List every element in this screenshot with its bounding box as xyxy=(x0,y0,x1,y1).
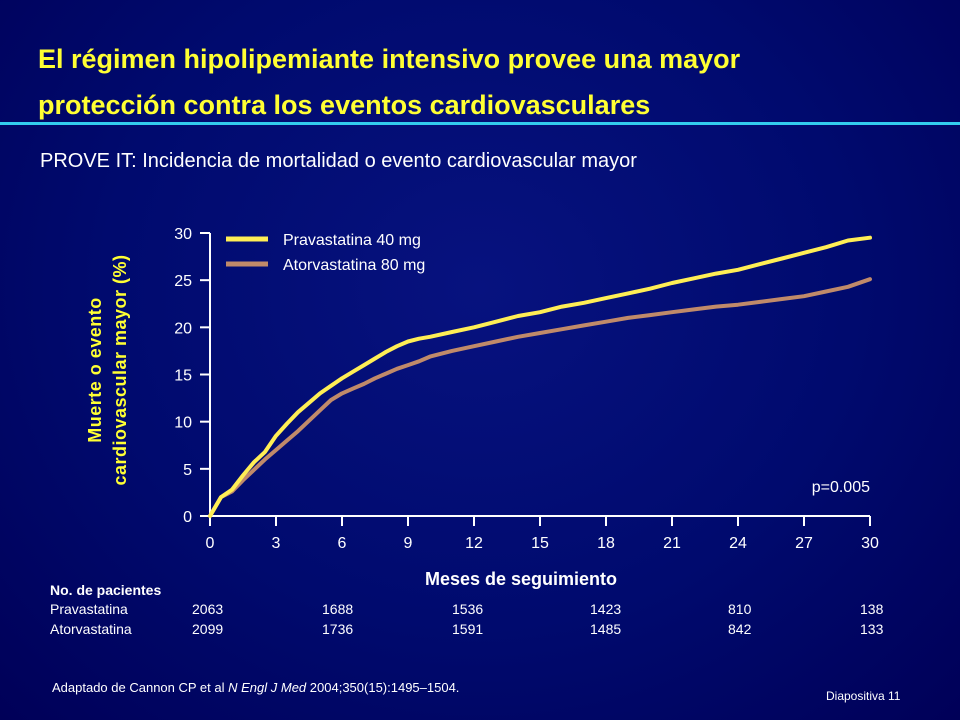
x-tick-label: 6 xyxy=(338,535,347,552)
patients-row-label: Pravastatina xyxy=(50,601,128,617)
x-tick-label: 24 xyxy=(729,535,747,552)
legend-label: Pravastatina 40 mg xyxy=(283,232,421,249)
series-line-0 xyxy=(208,235,872,518)
patients-header: No. de pacientes xyxy=(50,582,162,598)
patients-row-atorvastatina: Atorvastatina 2099 1736 1591 1485 842 13… xyxy=(50,621,883,641)
x-tick-label: 15 xyxy=(531,535,549,552)
patients-table: No. de pacientes Pravastatina 2063 1688 … xyxy=(50,582,883,641)
y-tick-label: 5 xyxy=(183,462,192,479)
title-line-1: El régimen hipolipemiante intensivo prov… xyxy=(38,44,741,74)
y-tick-label: 20 xyxy=(174,320,192,337)
patients-cell: 810 xyxy=(728,601,752,617)
y-axis-label-line-1: Muerte o evento xyxy=(85,297,105,443)
footnote-text-end: 2004;350(15):1495–1504. xyxy=(306,680,460,695)
legend-label: Atorvastatina 80 mg xyxy=(283,257,425,274)
y-tick-label: 30 xyxy=(174,226,192,243)
slide-title: El régimen hipolipemiante intensivo prov… xyxy=(38,36,938,128)
patients-cell: 1591 xyxy=(452,621,484,637)
x-tick-label: 30 xyxy=(861,535,879,552)
patients-cell: 2063 xyxy=(192,601,224,617)
x-tick-label: 27 xyxy=(795,535,813,552)
footnote-text: Adaptado de Cannon CP et al xyxy=(52,680,229,695)
chart-axes: 0 5 10 15 20 25 30 0 3 6 9 12 15 18 21 24 27 30 xyxy=(174,226,879,552)
x-tick-label: 21 xyxy=(663,535,681,552)
x-axis-label: Meses de seguimiento xyxy=(425,569,617,589)
patients-cell: 1423 xyxy=(590,601,622,617)
patients-cell: 1736 xyxy=(322,621,354,637)
x-tick-label: 12 xyxy=(465,535,483,552)
y-tick-label: 15 xyxy=(174,368,192,385)
title-line-2: protección contra los eventos cardiovasc… xyxy=(38,90,651,120)
patients-cell: 1688 xyxy=(322,601,354,617)
p-value-annotation: p=0.005 xyxy=(812,479,870,496)
x-tick-label: 18 xyxy=(597,535,615,552)
patients-cell: 842 xyxy=(728,621,752,637)
patients-cell: 138 xyxy=(860,601,884,617)
x-tick-label: 9 xyxy=(404,535,413,552)
chart-legend: Pravastatina 40 mg Atorvastatina 80 mg xyxy=(226,232,425,274)
x-tick-label: 3 xyxy=(272,535,281,552)
patients-cell: 2099 xyxy=(192,621,224,637)
chart-series-lines xyxy=(208,235,872,518)
patients-row-label: Atorvastatina xyxy=(50,621,132,637)
slide-number: Diapositiva 11 xyxy=(826,689,901,703)
title-divider xyxy=(0,122,960,125)
patients-cell: 1485 xyxy=(590,621,622,637)
y-tick-label: 10 xyxy=(174,415,192,432)
patients-cell: 133 xyxy=(860,621,884,637)
citation-footnote: Adaptado de Cannon CP et al N Engl J Med… xyxy=(52,680,459,695)
y-tick-label: 25 xyxy=(174,273,192,290)
x-tick-label: 0 xyxy=(206,535,215,552)
slide-subtitle: PROVE IT: Incidencia de mortalidad o eve… xyxy=(40,150,637,172)
patients-cell: 1536 xyxy=(452,601,484,617)
y-tick-label: 0 xyxy=(183,509,192,526)
y-axis-label-line-2: cardiovascular mayor (%) xyxy=(110,254,130,485)
series-line-1 xyxy=(208,277,872,518)
patients-row-pravastatina: Pravastatina 2063 1688 1536 1423 810 138 xyxy=(50,601,883,621)
footnote-journal: N Engl J Med xyxy=(228,680,307,695)
